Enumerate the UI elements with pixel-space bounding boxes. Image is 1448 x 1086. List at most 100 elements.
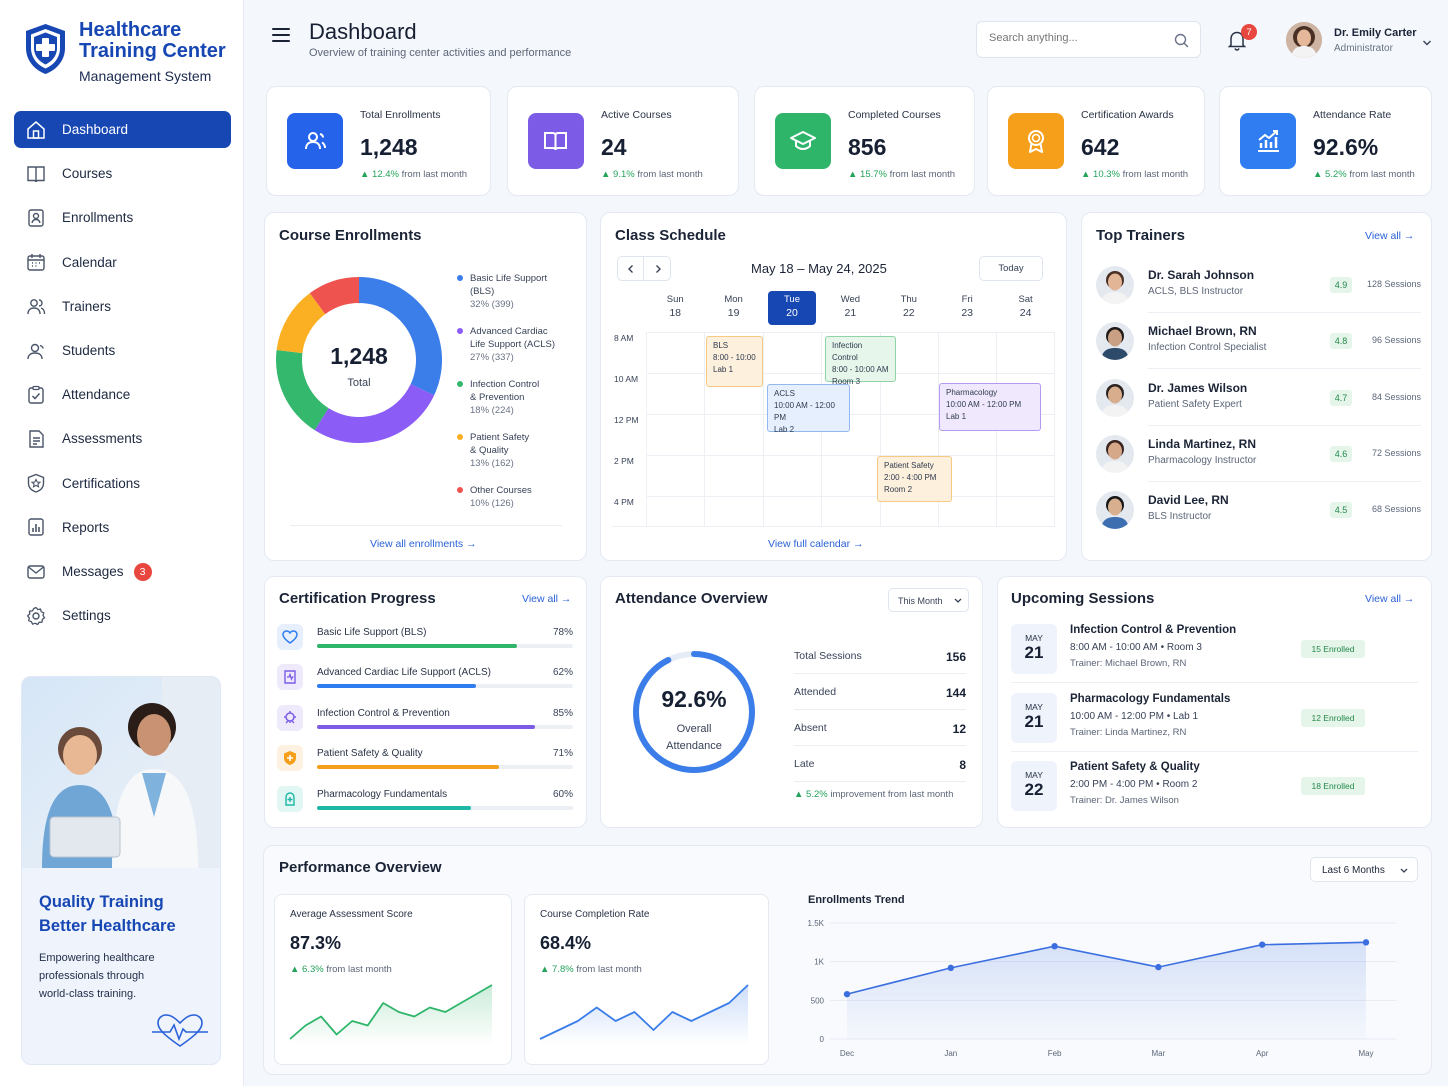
menu-toggle-icon[interactable]: [272, 27, 290, 48]
attendance-period-value: This Month: [898, 596, 943, 606]
day-header-wed[interactable]: Wed 21: [821, 291, 879, 325]
grid-line: [646, 332, 1055, 333]
sidebar-item-trainers[interactable]: Trainers: [14, 288, 231, 325]
cert-progress-row[interactable]: Infection Control & Prevention 85%: [277, 704, 573, 735]
award-icon: [1008, 113, 1064, 169]
search-box[interactable]: [976, 21, 1201, 58]
performance-period-select[interactable]: Last 6 Months: [1310, 857, 1418, 882]
day-header-sun[interactable]: Sun 18: [646, 291, 704, 325]
completion-rate-delta: ▲ 7.8% from last month: [540, 964, 642, 975]
trainer-row[interactable]: Linda Martinez, RN Pharmacology Instructo…: [1096, 431, 1421, 487]
trainer-row[interactable]: David Lee, RN BLS Instructor 4.5 68 Session…: [1096, 487, 1421, 543]
legend-dot: [457, 275, 463, 281]
sidebar-item-messages[interactable]: Messages 3: [14, 553, 231, 590]
sidebar-item-certifications[interactable]: Certifications: [14, 465, 231, 502]
schedule-event[interactable]: Patient Safety 2:00 - 4:00 PM Room 2: [877, 456, 952, 502]
sidebar-item-enrollments[interactable]: Enrollments: [14, 199, 231, 236]
view-all-enrollments-link[interactable]: View all enrollments →: [370, 538, 477, 550]
schedule-event[interactable]: BLS 8:00 - 10:00 Lab 1: [706, 336, 763, 387]
schedule-event[interactable]: Infection Control 8:00 - 10:00 AM Room 3: [825, 336, 896, 386]
stat-label: Attended: [794, 686, 837, 698]
trainer-name: Dr. James Wilson: [1148, 380, 1248, 395]
x-tick-label: Feb: [1048, 1049, 1062, 1058]
trend-point: [1051, 943, 1058, 950]
session-row[interactable]: MAY 21 Infection Control & Prevention 8:00 …: [1011, 622, 1418, 683]
sidebar-item-courses[interactable]: Courses: [14, 155, 231, 192]
time-label: 4 PM: [614, 497, 634, 507]
cert-progress-row[interactable]: Pharmacology Fundamentals 60%: [277, 785, 573, 816]
certificate-icon: [25, 472, 47, 494]
schedule-event[interactable]: ACLS 10:00 AM - 12:00 PM Lab 2: [767, 384, 850, 434]
sidebar-item-dashboard[interactable]: Dashboard: [14, 111, 231, 148]
sidebar-item-reports[interactable]: Reports: [14, 509, 231, 546]
trainer-row[interactable]: Michael Brown, RN Infection Control Speci…: [1096, 318, 1421, 374]
day-header-tue[interactable]: Tue 20: [763, 291, 821, 325]
session-row[interactable]: MAY 21 Pharmacology Fundamentals 10:00 AM -…: [1011, 691, 1418, 752]
attendance-stat-row: Attended 144: [794, 686, 966, 710]
event-room: Lab 1: [713, 365, 734, 374]
day-name: Mon: [724, 294, 743, 305]
sidebar-item-label: Settings: [62, 608, 111, 624]
trainer-row[interactable]: Dr. Sarah Johnson ACLS, BLS Instructor 4.9…: [1096, 262, 1421, 318]
cert-progress-row[interactable]: Patient Safety & Quality 71%: [277, 745, 573, 775]
virus-icon: [277, 704, 303, 731]
view-all-trainers-link[interactable]: View all →: [1365, 230, 1415, 242]
day-header-sat[interactable]: Sat 24: [996, 291, 1054, 325]
trend-point: [1259, 941, 1266, 948]
gear-icon: [25, 605, 47, 627]
chevron-left-icon[interactable]: [627, 264, 635, 274]
day-header-fri[interactable]: Fri 23: [938, 291, 996, 325]
x-tick-label: Dec: [840, 1049, 854, 1058]
sidebar-item-settings[interactable]: Settings: [14, 597, 231, 634]
y-tick-label: 500: [811, 996, 825, 1005]
day-chip: Wed 21: [826, 291, 874, 325]
kpi-value: 24: [601, 134, 627, 160]
view-full-calendar-link[interactable]: View full calendar →: [768, 538, 864, 550]
sidebar-item-assessments[interactable]: Assessments: [14, 420, 231, 457]
divider: [1011, 682, 1418, 683]
prev-week-button[interactable]: [618, 257, 644, 280]
legend-item: Patient Safety & Quality 13% (162): [457, 431, 529, 470]
week-nav: [617, 256, 671, 281]
session-row[interactable]: MAY 22 Patient Safety & Quality 2:00 PM - 4…: [1011, 759, 1418, 819]
stat-value: 8: [959, 758, 966, 772]
enrolled-badge: 15 Enrolled: [1301, 640, 1365, 658]
legend-value: 13% (162): [470, 458, 514, 469]
today-button[interactable]: Today: [979, 256, 1043, 281]
divider: [1148, 480, 1421, 482]
day-number: 23: [961, 307, 974, 319]
search-input[interactable]: [989, 32, 1159, 44]
cert-progress-row[interactable]: Basic Life Support (BLS) 78%: [277, 624, 573, 654]
view-all-certifications-link[interactable]: View all →: [522, 593, 572, 605]
next-week-button[interactable]: [645, 257, 671, 280]
view-all-sessions-link[interactable]: View all →: [1365, 593, 1415, 605]
sidebar-item-students[interactable]: Students: [14, 332, 231, 369]
schedule-event[interactable]: Pharmacology 10:00 AM - 12:00 PM Lab 1: [939, 383, 1041, 431]
trainer-row[interactable]: Dr. James Wilson Patient Safety Expert 4.7…: [1096, 375, 1421, 431]
class-schedule-title: Class Schedule: [615, 227, 726, 244]
sidebar-item-label: Attendance: [62, 387, 131, 403]
sidebar-item-attendance[interactable]: Attendance: [14, 376, 231, 413]
stat-value: 156: [945, 650, 966, 664]
bell-icon[interactable]: [1226, 29, 1248, 56]
avatar[interactable]: [1286, 22, 1322, 58]
chevron-down-icon[interactable]: [1422, 34, 1432, 52]
day-header-mon[interactable]: Mon 19: [704, 291, 762, 325]
sidebar-item-calendar[interactable]: Calendar: [14, 244, 231, 281]
completion-rate-value: 68.4%: [540, 933, 592, 953]
trend-point: [843, 990, 851, 998]
session-time: 8:00 AM - 10:00 AM • Room 3: [1070, 642, 1202, 653]
chevron-right-icon[interactable]: [654, 264, 662, 274]
progress-bar: [317, 724, 573, 729]
cert-progress-row[interactable]: Advanced Cardiac Life Support (ACLS) 62%: [277, 664, 573, 694]
search-icon[interactable]: [1174, 33, 1189, 48]
brand-subtitle: Management System: [79, 68, 212, 84]
session-time: 10:00 AM - 12:00 PM • Lab 1: [1070, 710, 1199, 722]
chart-up-icon: [1240, 113, 1296, 169]
attendance-stat-row: Absent 12: [794, 722, 966, 746]
cert-percent: 85%: [552, 707, 573, 719]
attendance-period-select[interactable]: This Month: [888, 588, 969, 612]
day-header-thu[interactable]: Thu 22: [880, 291, 938, 325]
enrollments-trend-chart: 0 500 1K 1.5K Dec Jan Feb Mar Apr May: [808, 919, 1396, 1058]
event-time: 2:00 - 4:00 PM: [884, 473, 937, 482]
